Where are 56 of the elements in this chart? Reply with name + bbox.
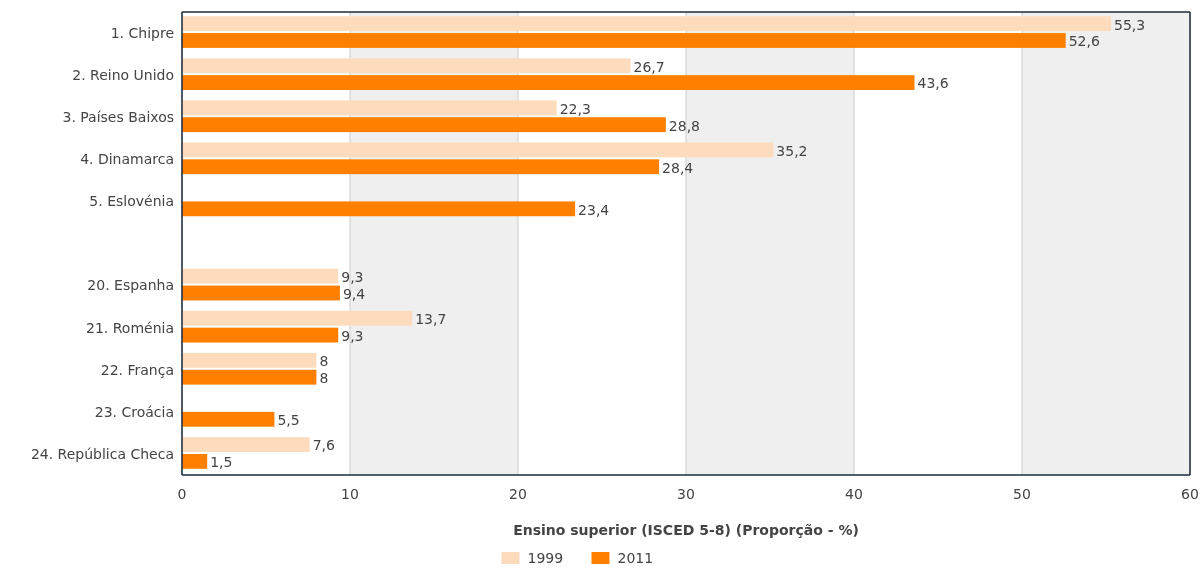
data-label: 52,6 xyxy=(1068,33,1100,50)
bar xyxy=(182,327,339,343)
bar xyxy=(182,75,915,90)
bar xyxy=(182,117,666,133)
data-label: 22,3 xyxy=(559,100,591,117)
data-label: 13,7 xyxy=(415,311,447,328)
y-tick-label: 4. Dinamarca xyxy=(80,151,174,168)
data-label: 23,4 xyxy=(578,201,610,218)
y-tick-label: 23. Croácia xyxy=(94,403,174,420)
x-tick-label: 40 xyxy=(845,486,863,502)
y-tick-label: 1. Chipre xyxy=(110,24,174,41)
data-label: 5,5 xyxy=(277,412,300,429)
legend-label: 1999 xyxy=(527,550,564,566)
data-label: 9,4 xyxy=(342,285,366,302)
x-tick-label: 50 xyxy=(1013,486,1031,502)
bar xyxy=(182,437,310,452)
bar xyxy=(182,453,208,469)
data-label: 26,7 xyxy=(633,58,665,75)
x-tick-label: 10 xyxy=(341,486,359,502)
bar xyxy=(182,159,660,175)
y-tick-label: 22. França xyxy=(100,361,174,378)
y-tick-label: 3. Países Baixos xyxy=(62,109,174,126)
x-tick-label: 0 xyxy=(177,486,187,502)
y-tick-label: 21. Roménia xyxy=(86,319,174,336)
data-label: 35,2 xyxy=(776,142,808,159)
bar xyxy=(182,16,1112,32)
bar xyxy=(182,100,557,116)
data-label: 8 xyxy=(319,370,329,387)
y-tick-label: 24. República Checa xyxy=(30,445,174,462)
y-tick-label: 5. Eslovénia xyxy=(89,193,174,210)
y-tick-label: 20. Espanha xyxy=(87,277,174,294)
bar xyxy=(182,142,774,158)
bar xyxy=(182,285,340,301)
data-label: 9,3 xyxy=(341,269,364,286)
data-label: 43,6 xyxy=(917,75,949,92)
x-tick-label: 60 xyxy=(1181,486,1199,502)
data-label: 1,5 xyxy=(210,454,233,471)
data-label: 7,6 xyxy=(312,437,336,454)
x-tick-label: 30 xyxy=(677,486,695,502)
y-tick-label: 2. Reino Unido xyxy=(72,67,174,84)
bar xyxy=(182,352,317,368)
data-label: 55,3 xyxy=(1114,16,1146,33)
bar xyxy=(182,310,413,326)
bar xyxy=(182,369,317,385)
data-label: 28,8 xyxy=(668,117,701,134)
bar xyxy=(182,33,1066,48)
legend-label: 2011 xyxy=(617,550,654,566)
data-label: 8 xyxy=(319,353,329,370)
data-label: 28,4 xyxy=(662,159,694,176)
bar xyxy=(182,201,576,217)
bar xyxy=(182,411,275,427)
bar xyxy=(182,58,631,74)
x-axis-title: Ensino superior (ISCED 5-8) (Proporção - %) xyxy=(513,522,859,538)
data-label: 9,3 xyxy=(341,328,364,344)
bar xyxy=(182,268,339,284)
x-tick-label: 20 xyxy=(509,486,527,502)
